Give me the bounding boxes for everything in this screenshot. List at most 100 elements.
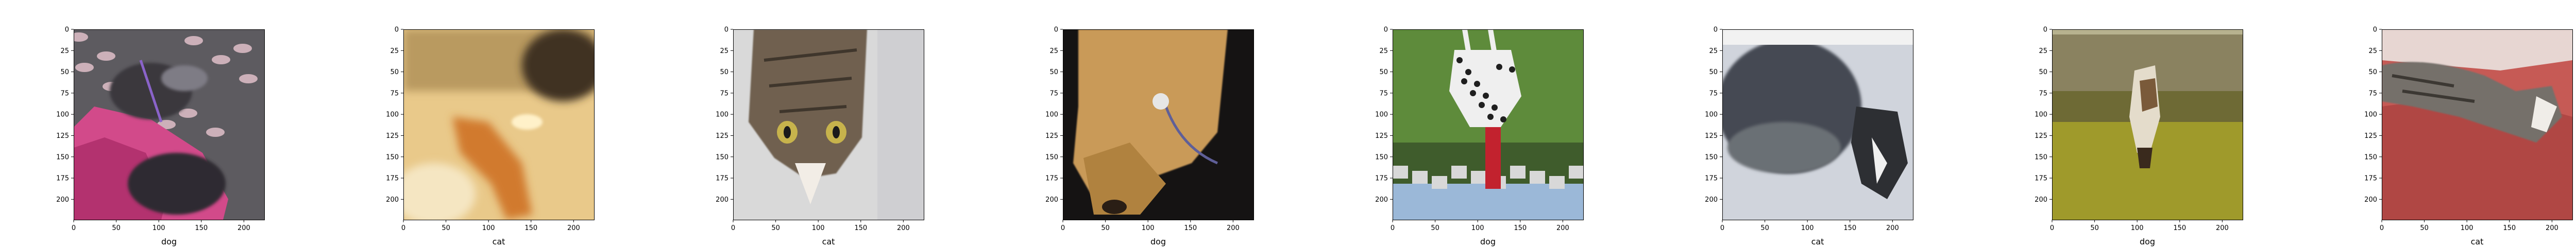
y-tick-label: 150	[2364, 153, 2377, 161]
y-tick-label: 50	[720, 68, 728, 76]
y-tick-label: 100	[2035, 111, 2047, 119]
panel-photo	[2052, 29, 2243, 220]
panel-xlabel: dog	[161, 237, 177, 246]
x-tick-label: 200	[2216, 224, 2229, 232]
x-tick-label: 0	[72, 224, 76, 232]
x-tick-label: 0	[401, 224, 405, 232]
axes-frame	[74, 29, 265, 220]
panel-photo	[733, 29, 924, 220]
x-tick-label: 0	[731, 224, 735, 232]
axes-frame	[1063, 29, 1254, 220]
x-tick-label: 150	[854, 224, 867, 232]
x-tick-label: 0	[2050, 224, 2054, 232]
x-tick-label: 0	[1391, 224, 1395, 232]
y-tick-label: 125	[716, 132, 728, 140]
x-tick-label: 150	[195, 224, 208, 232]
x-tick-label: 100	[1801, 224, 1814, 232]
y-tick-label: 0	[1384, 26, 1388, 34]
y-tick-label: 150	[2035, 153, 2047, 161]
x-tick-label: 100	[812, 224, 825, 232]
y-tick-label: 200	[1045, 196, 1058, 204]
x-tick-label: 100	[2461, 224, 2473, 232]
y-tick-label: 175	[2364, 175, 2377, 183]
x-tick-label: 50	[2420, 224, 2429, 232]
y-tick-label: 200	[56, 196, 69, 204]
y-tick-label: 0	[2043, 26, 2047, 34]
x-tick-label: 150	[2173, 224, 2186, 232]
panel-xlabel: cat	[493, 237, 505, 246]
y-tick-label: 150	[1375, 153, 1388, 161]
y-tick-label: 50	[1049, 68, 1058, 76]
x-tick-label: 50	[112, 224, 121, 232]
x-tick-label: 200	[1556, 224, 1569, 232]
y-tick-label: 75	[390, 90, 399, 97]
y-tick-label: 25	[60, 47, 69, 55]
panel-photo	[403, 29, 594, 220]
image-panel: 0 50 100 150 200 0 25 50 75 100 125 150 175 200 dog	[1375, 26, 1584, 246]
y-tick-label: 175	[56, 175, 69, 183]
y-tick-label: 75	[60, 90, 69, 97]
image-panel: 0 50 100 150 200 0 25 50 75 100 125 150 175 200 dog	[2035, 26, 2243, 246]
y-tick-label: 75	[1709, 90, 1718, 97]
y-tick-label: 100	[1045, 111, 1058, 119]
y-tick-label: 0	[2373, 26, 2377, 34]
x-tick-label: 150	[1514, 224, 1527, 232]
y-tick-label: 25	[390, 47, 399, 55]
axes-frame	[403, 29, 595, 220]
x-tick-label: 50	[442, 224, 450, 232]
y-tick-label: 25	[1049, 47, 1058, 55]
y-tick-label: 150	[716, 153, 728, 161]
y-tick-label: 125	[56, 132, 69, 140]
panel-photo	[2382, 29, 2572, 220]
x-tick-label: 100	[152, 224, 165, 232]
y-tick-label: 150	[1045, 153, 1058, 161]
x-tick-label: 200	[1227, 224, 1240, 232]
y-tick-label: 75	[1379, 90, 1388, 97]
y-tick-label: 200	[1705, 196, 1718, 204]
x-tick-label: 50	[771, 224, 780, 232]
axes-frame	[2052, 29, 2243, 220]
y-tick-label: 200	[716, 196, 728, 204]
y-tick-label: 50	[60, 68, 69, 76]
x-tick-label: 200	[1886, 224, 1899, 232]
y-tick-label: 100	[1705, 111, 1718, 119]
image-panel: 0 50 100 150 200 0 25 50 75 100 125 150 175 200 cat	[716, 26, 924, 246]
y-tick-label: 50	[2039, 68, 2047, 76]
y-tick-label: 125	[2364, 132, 2377, 140]
image-panel: 0 50 100 150 200 0 25 50 75 100 125 150 175 200 dog	[56, 26, 265, 246]
x-tick-label: 50	[1431, 224, 1439, 232]
image-panel: 0 50 100 150 200 0 25 50 75 100 125 150 175 200 cat	[1705, 26, 1913, 246]
axes-frame	[733, 29, 924, 220]
y-tick-label: 25	[720, 47, 728, 55]
y-tick-label: 50	[1709, 68, 1718, 76]
y-tick-label: 25	[2368, 47, 2377, 55]
x-tick-label: 200	[567, 224, 580, 232]
y-tick-label: 75	[2368, 90, 2377, 97]
y-tick-label: 125	[386, 132, 399, 140]
y-tick-label: 100	[716, 111, 728, 119]
y-tick-label: 125	[1045, 132, 1058, 140]
x-tick-label: 50	[2090, 224, 2099, 232]
image-panel: 0 50 100 150 200 0 25 50 75 100 125 150 175 200 dog	[1045, 26, 1254, 246]
y-tick-label: 0	[1714, 26, 1718, 34]
y-tick-label: 125	[1375, 132, 1388, 140]
y-tick-label: 100	[2364, 111, 2377, 119]
y-tick-label: 0	[724, 26, 728, 34]
y-tick-label: 150	[56, 153, 69, 161]
x-tick-label: 50	[1760, 224, 1769, 232]
y-tick-label: 0	[65, 26, 69, 34]
y-tick-label: 200	[386, 196, 399, 204]
panel-photo	[1722, 29, 1913, 220]
y-tick-label: 200	[2364, 196, 2377, 204]
y-tick-label: 50	[390, 68, 399, 76]
y-tick-label: 100	[386, 111, 399, 119]
x-tick-label: 200	[897, 224, 910, 232]
x-tick-label: 100	[482, 224, 495, 232]
y-tick-label: 175	[1045, 175, 1058, 183]
y-tick-label: 150	[386, 153, 399, 161]
x-tick-label: 100	[1471, 224, 1484, 232]
panel-xlabel: cat	[822, 237, 835, 246]
axes-frame	[1722, 29, 1913, 220]
y-tick-label: 150	[1705, 153, 1718, 161]
x-tick-label: 150	[1843, 224, 1856, 232]
